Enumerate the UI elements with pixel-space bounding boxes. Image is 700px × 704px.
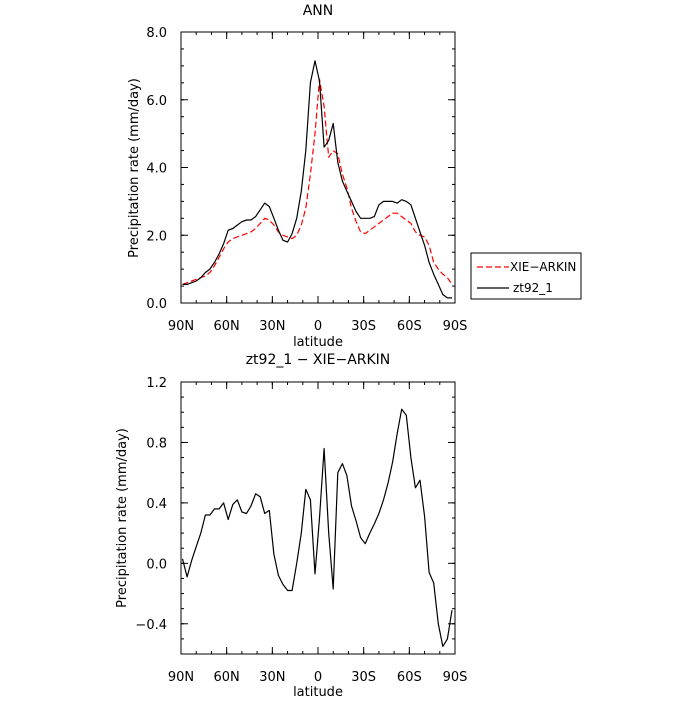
bottom-y-tick-label: −0.4 bbox=[135, 618, 167, 633]
bottom-x-tick-label: 30N bbox=[259, 670, 285, 685]
bottom-y-tick-label: 1.2 bbox=[146, 376, 167, 391]
top-x-tick-label: 30N bbox=[259, 319, 285, 334]
top-series-line-0 bbox=[182, 78, 453, 285]
bottom-plot-area: 90N 60N 30N 0 30S 60S 90S −0.4 0.0 0.4 0.8 1.2 bbox=[135, 376, 467, 685]
top-y-tick-label: 0.0 bbox=[146, 297, 167, 312]
top-y-axis-label: Precipitation rate (mm/day) bbox=[127, 78, 142, 258]
bottom-x-tick-label: 0 bbox=[314, 670, 322, 685]
bottom-x-tick-label: 60N bbox=[214, 670, 240, 685]
top-y-tick-label: 2.0 bbox=[146, 229, 167, 244]
bottom-x-tick-label: 30S bbox=[351, 670, 376, 685]
bottom-y-tick-label: 0.4 bbox=[146, 497, 167, 512]
top-panel: ANN latitude Precipitation rate (mm/day)… bbox=[127, 3, 582, 350]
legend-box bbox=[470, 252, 582, 300]
top-x-tick-label: 30S bbox=[351, 319, 376, 334]
top-y-tick-label: 8.0 bbox=[146, 26, 167, 41]
bottom-x-tick-label: 60S bbox=[397, 670, 422, 685]
top-x-tick-label: 60N bbox=[214, 319, 240, 334]
top-legend: XIE−ARKIN zt92_1 bbox=[470, 252, 582, 300]
bottom-y-tick-label: 0.8 bbox=[146, 436, 167, 451]
top-x-tick-label: 60S bbox=[397, 319, 422, 334]
bottom-plot-frame bbox=[180, 381, 456, 655]
bottom-panel: zt92_1 − XIE−ARKIN latitude Precipitatio… bbox=[115, 352, 467, 700]
top-x-tick-label: 90S bbox=[443, 319, 468, 334]
top-plot-area: 90N 60N 30N 0 30S 60S 90S 0.0 2.0 4.0 6.0 8.0 bbox=[146, 26, 467, 334]
bottom-chart-title: zt92_1 − XIE−ARKIN bbox=[246, 352, 391, 368]
top-x-tick-label: 90N bbox=[168, 319, 194, 334]
top-x-axis-label: latitude bbox=[293, 335, 343, 350]
top-y-tick-label: 4.0 bbox=[146, 162, 167, 177]
top-chart-title: ANN bbox=[303, 3, 334, 19]
legend-label-zt92-1: zt92_1 bbox=[513, 281, 553, 295]
bottom-y-axis-label: Precipitation rate (mm/day) bbox=[115, 428, 130, 608]
top-series-line-1 bbox=[182, 60, 452, 299]
bottom-y-tick-label: 0.0 bbox=[146, 557, 167, 572]
top-y-tick-label: 6.0 bbox=[146, 94, 167, 109]
bottom-x-tick-label: 90N bbox=[168, 670, 194, 685]
top-x-tick-label: 0 bbox=[314, 319, 322, 334]
bottom-series-line-0 bbox=[181, 408, 453, 648]
legend-label-xie-arkin: XIE−ARKIN bbox=[510, 260, 576, 274]
bottom-x-tick-label: 90S bbox=[443, 670, 468, 685]
bottom-x-axis-label: latitude bbox=[293, 685, 343, 700]
